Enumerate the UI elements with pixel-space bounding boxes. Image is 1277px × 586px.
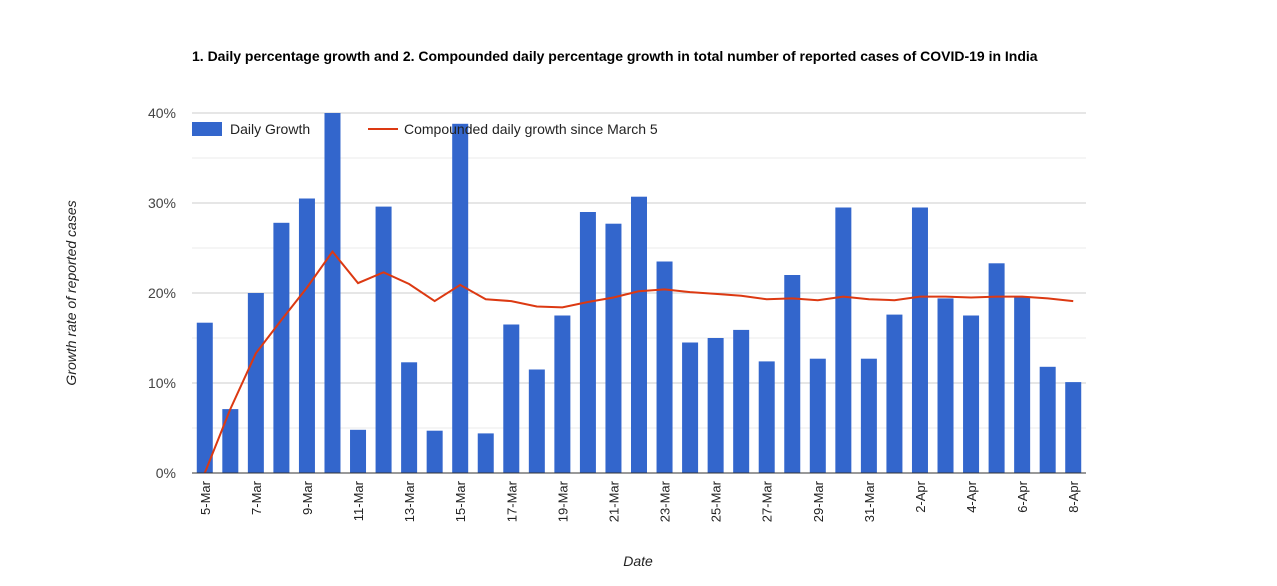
bar-daily-growth (758, 361, 775, 473)
bar-daily-growth (1014, 296, 1031, 473)
bar-daily-growth (426, 430, 443, 473)
y-tick-label: 10% (148, 375, 176, 391)
bar-daily-growth (1039, 366, 1056, 473)
line-compounded-growth (203, 249, 1074, 474)
x-tick-label: 9-Mar (300, 480, 315, 515)
bar-daily-growth (835, 207, 852, 473)
bar-daily-growth (222, 409, 239, 473)
bar-daily-growth (963, 315, 980, 473)
x-tick-label: 17-Mar (504, 480, 519, 522)
bar-daily-growth (631, 196, 647, 473)
bar-daily-growth (554, 315, 571, 473)
legend: Daily Growth Compounded daily growth sin… (192, 121, 658, 137)
bar-daily-growth (196, 322, 213, 473)
x-tick-label: 25-Mar (709, 480, 724, 522)
bar-daily-growth (503, 324, 520, 473)
y-tick-label: 30% (148, 195, 176, 211)
bar-daily-growth (733, 329, 750, 473)
bar-daily-growth (911, 207, 928, 473)
x-tick-label: 31-Mar (862, 480, 877, 522)
x-tick-label: 11-Mar (351, 480, 366, 521)
bar-daily-growth (477, 433, 494, 473)
bar-daily-growth (784, 275, 801, 473)
x-tick-label: 2-Apr (913, 480, 928, 512)
x-tick-label: 13-Mar (402, 480, 417, 522)
y-tick-label: 0% (156, 465, 176, 481)
bar-daily-growth (682, 342, 699, 473)
legend-daily-growth-label: Daily Growth (230, 121, 310, 137)
bar-layer (196, 113, 1082, 474)
x-tick-label: 6-Apr (1015, 480, 1030, 512)
x-axis-label: Date (623, 553, 653, 569)
legend-compounded-growth-label: Compounded daily growth since March 5 (404, 121, 658, 137)
bar-daily-growth (707, 338, 724, 473)
bar-daily-growth (350, 429, 367, 473)
x-tick-label: 4-Apr (964, 480, 979, 512)
x-tick-label: 23-Mar (658, 480, 673, 522)
legend-bar-swatch (192, 122, 222, 136)
x-tick-label: 21-Mar (606, 480, 621, 522)
bar-daily-growth (401, 362, 418, 473)
bar-daily-growth (937, 298, 954, 473)
x-tick-label: 15-Mar (453, 480, 468, 522)
x-tick-label: 27-Mar (760, 480, 775, 522)
bar-daily-growth (375, 206, 392, 473)
x-tick-label: 29-Mar (811, 480, 826, 522)
bar-daily-growth (1065, 382, 1082, 473)
bar-daily-growth (605, 223, 622, 473)
x-tick-label: 7-Mar (249, 480, 264, 515)
bar-daily-growth (298, 198, 315, 473)
line-layer (203, 249, 1074, 474)
y-axis-label: Growth rate of reported cases (63, 200, 79, 385)
y-tick-label: 40% (148, 105, 176, 121)
bar-daily-growth (247, 293, 264, 473)
x-tick-label: 8-Apr (1066, 480, 1081, 512)
bar-daily-growth (273, 222, 290, 473)
bar-daily-growth (886, 314, 903, 473)
bar-daily-growth (452, 123, 469, 474)
bar-daily-growth (656, 261, 673, 473)
axis-layer: 0% 10% 20% 30% 40% 5-Mar 7-Mar 9-Mar 11-Mar 13-Ma… (148, 105, 1086, 522)
bar-daily-growth (579, 212, 596, 473)
x-tick-label: 5-Mar (198, 480, 213, 515)
bar-daily-growth (860, 358, 877, 473)
bar-daily-growth (988, 263, 1005, 473)
chart-title: 1. Daily percentage growth and 2. Compou… (192, 48, 1038, 64)
y-tick-label: 20% (148, 285, 176, 301)
x-tick-label: 19-Mar (555, 480, 570, 522)
bar-daily-growth (809, 358, 826, 473)
bar-daily-growth (528, 369, 545, 473)
bar-daily-growth (324, 113, 341, 473)
